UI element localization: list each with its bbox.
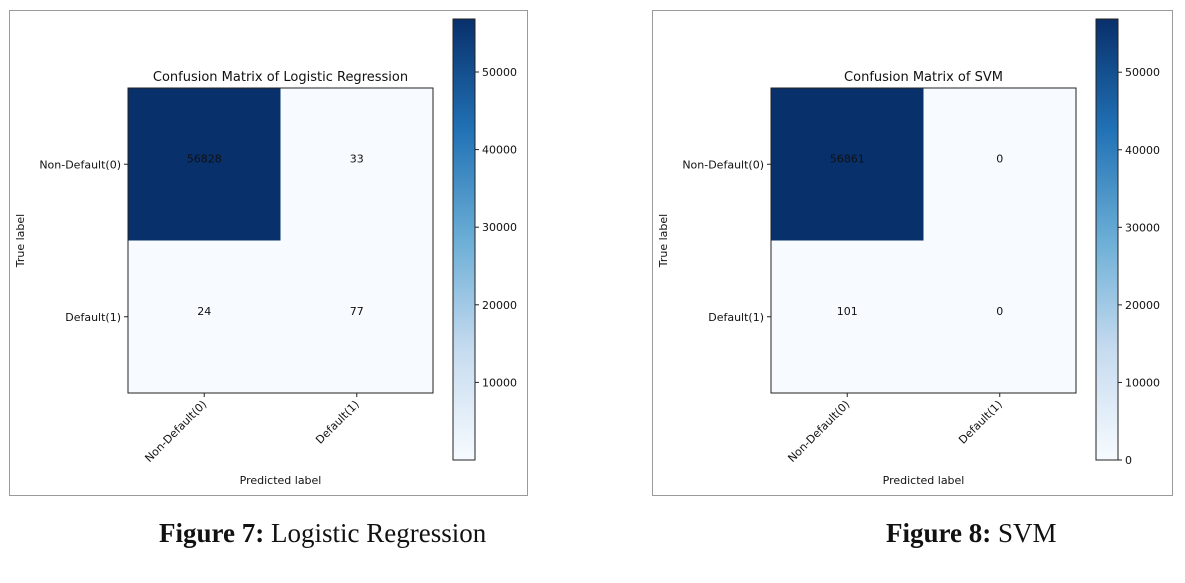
lr-xtick-label-0: Non-Default(0) <box>142 398 209 465</box>
lr-value-r1-c1: 77 <box>350 305 364 318</box>
svm-cell-r1-c1 <box>923 240 1076 393</box>
lr-cbar-label-0: 10000 <box>482 376 517 389</box>
figure-7-panel: Confusion Matrix of Logistic Regression 5… <box>9 10 528 496</box>
lr-xtick-label-1: Default(1) <box>313 398 362 447</box>
lr-cbar-label-3: 40000 <box>482 144 517 157</box>
figure-8-caption: Figure 8: SVM <box>886 518 1057 549</box>
lr-value-r0-c1: 33 <box>350 152 364 165</box>
svm-cell-r0-c0 <box>771 88 924 241</box>
svm-title: Confusion Matrix of SVM <box>844 70 1003 85</box>
figure-8-caption-text: SVM <box>997 518 1057 548</box>
figure-7-caption-text: Logistic Regression <box>270 518 487 548</box>
svm-cbar-label-5: 50000 <box>1125 66 1160 79</box>
lr-frame <box>127 87 434 394</box>
confusion-matrix-logistic-regression: Confusion Matrix of Logistic Regression 5… <box>14 18 517 487</box>
svm-xlabel: Predicted label <box>883 474 965 487</box>
svm-value-r0-c1: 0 <box>996 152 1003 165</box>
lr-cell-r0-c1 <box>280 88 433 241</box>
svm-ytick-label-1: Default(1) <box>708 311 764 324</box>
lr-cell-r1-c0 <box>128 240 281 393</box>
figure-8-panel: Confusion Matrix of SVM 56861 0 101 0 Non-Def… <box>652 10 1173 496</box>
svm-xtick-label-0: Non-Default(0) <box>785 398 852 465</box>
figure-7-caption-label: Figure 7: <box>159 518 265 548</box>
svm-cell-r1-c0 <box>771 240 924 393</box>
confusion-matrix-svm: Confusion Matrix of SVM 56861 0 101 0 Non-Def… <box>657 18 1160 487</box>
lr-ytick-label-1: Default(1) <box>65 311 121 324</box>
lr-ylabel: True label <box>14 214 27 268</box>
svm-xtick-label-1: Default(1) <box>956 398 1005 447</box>
lr-value-r0-c0: 56828 <box>187 152 222 165</box>
lr-ytick-label-0: Non-Default(0) <box>39 158 121 171</box>
svm-cbar-label-3: 30000 <box>1125 221 1160 234</box>
svm-cbar-label-2: 20000 <box>1125 299 1160 312</box>
lr-xlabel: Predicted label <box>240 474 322 487</box>
svm-cbar-label-0: 0 <box>1125 454 1132 467</box>
lr-cell-r0-c0 <box>128 88 281 241</box>
svm-ytick-label-0: Non-Default(0) <box>682 158 764 171</box>
svm-colorbar <box>1095 18 1119 461</box>
figure-8-caption-label: Figure 8: <box>886 518 992 548</box>
svm-cbar-label-4: 40000 <box>1125 144 1160 157</box>
svm-value-r0-c0: 56861 <box>830 152 865 165</box>
figure-7-caption: Figure 7: Logistic Regression <box>159 518 486 549</box>
lr-cbar-label-1: 20000 <box>482 299 517 312</box>
svm-ylabel: True label <box>657 214 670 268</box>
lr-cbar-label-2: 30000 <box>482 221 517 234</box>
svm-value-r1-c1: 0 <box>996 305 1003 318</box>
lr-value-r1-c0: 24 <box>197 305 211 318</box>
svm-cbar-label-1: 10000 <box>1125 376 1160 389</box>
svm-cell-r0-c1 <box>923 88 1076 241</box>
svm-frame <box>770 87 1077 394</box>
lr-cell-r1-c1 <box>280 240 433 393</box>
lr-colorbar <box>452 18 476 461</box>
svm-value-r1-c0: 101 <box>837 305 858 318</box>
lr-title: Confusion Matrix of Logistic Regression <box>153 70 408 85</box>
lr-cbar-label-4: 50000 <box>482 66 517 79</box>
